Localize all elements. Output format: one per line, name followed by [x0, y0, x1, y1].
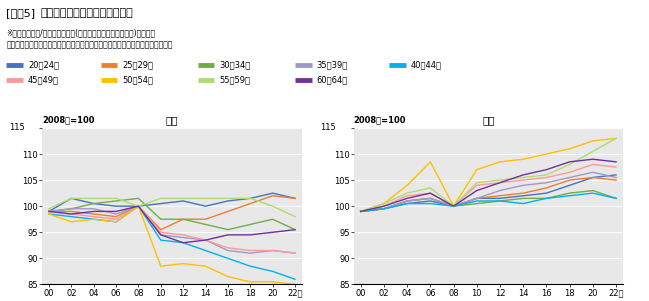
Text: 115: 115	[10, 123, 25, 132]
Text: [図表5]: [図表5]	[6, 8, 36, 17]
Text: 45～49歳: 45～49歳	[28, 75, 59, 84]
Text: 年齢階級別実質賃金水準の推移: 年齢階級別実質賃金水準の推移	[41, 8, 134, 17]
Text: 40～44歳: 40～44歳	[411, 60, 442, 69]
Text: 60～64歳: 60～64歳	[317, 75, 348, 84]
Text: ※所定内給与額/消費者物価指数(持家の帰属家賃を除く総合)を指数化: ※所定内給与額/消費者物価指数(持家の帰属家賃を除く総合)を指数化	[6, 29, 156, 38]
Text: 資料：厚生労働省「賃金構造基本統計調査」、総務省統計局「消費者物価指数」: 資料：厚生労働省「賃金構造基本統計調査」、総務省統計局「消費者物価指数」	[6, 41, 173, 50]
Text: 35～39歳: 35～39歳	[317, 60, 348, 69]
Text: 30～34歳: 30～34歳	[219, 60, 251, 69]
Text: 50～54歳: 50～54歳	[122, 75, 153, 84]
Text: 女性: 女性	[482, 115, 495, 125]
Text: 2008年=100: 2008年=100	[354, 116, 406, 125]
Text: 20～24歳: 20～24歳	[28, 60, 59, 69]
Text: 25～29歳: 25～29歳	[122, 60, 153, 69]
Text: 男性: 男性	[165, 115, 178, 125]
Text: 2008年=100: 2008年=100	[42, 116, 95, 125]
Text: 115: 115	[321, 123, 336, 132]
Text: 55～59歳: 55～59歳	[219, 75, 251, 84]
